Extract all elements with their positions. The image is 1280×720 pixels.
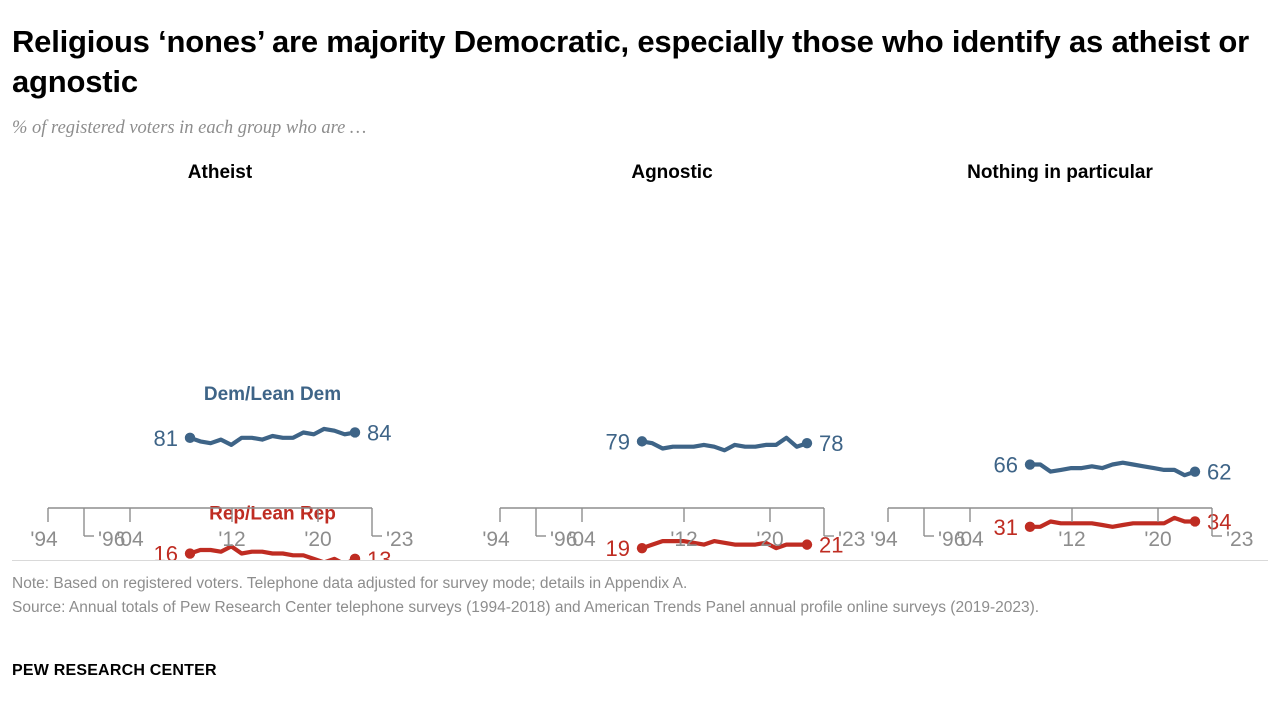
axis-tick-label: '12 [218, 528, 245, 551]
series-end-dot [801, 437, 813, 449]
legend-label-rep: Rep/Lean Rep [209, 504, 336, 525]
axis-tick-label: '96 [938, 528, 965, 551]
series-end-value: 78 [819, 431, 843, 456]
series-end-dot [349, 427, 361, 438]
axis-tick-label: '23 [838, 528, 865, 551]
series-start-dot [1024, 521, 1036, 533]
series-line [639, 539, 810, 551]
chart-panels: Atheist 81 84 Dem/Lean Dem 16 13 Rep/Lean Rep '… [0, 150, 1280, 560]
series-end-value: 13 [367, 547, 391, 560]
series-start-dot [636, 436, 648, 447]
series-end-value: 62 [1207, 460, 1231, 485]
page-title: Religious ‘nones’ are majority Democrati… [12, 24, 1249, 99]
axis-tick-label: '94 [30, 528, 58, 551]
axis-tick-label: '23 [386, 528, 413, 551]
series-end-dot [801, 539, 813, 550]
axis-tick-label: '04 [116, 528, 144, 551]
series-end-value: 84 [367, 420, 391, 445]
panel-plot: 66 62 31 34 '94 '96'04 '12 '20 '23 [870, 453, 1253, 551]
series-line [187, 544, 358, 560]
series-start-value: 31 [994, 515, 1018, 540]
series-start-dot [1024, 459, 1036, 470]
panel-title: Agnostic [631, 162, 713, 183]
series-end-dot [1189, 466, 1201, 477]
axis-tick-label: '12 [670, 528, 697, 551]
panel-title: Atheist [187, 162, 253, 183]
axis-tick-label: '96 [550, 528, 577, 551]
series-end-dot [1189, 516, 1201, 527]
page-subtitle: % of registered voters in each group who… [12, 118, 367, 138]
series-start-value: 81 [154, 426, 178, 451]
series-line [187, 426, 358, 447]
chart-panel: Atheist 81 84 Dem/Lean Dem 16 13 Rep/Lean Rep '… [0, 150, 440, 560]
legend-label-dem: Dem/Lean Dem [204, 384, 341, 405]
panel-title: Nothing in particular [967, 162, 1153, 183]
series-end-value: 34 [1207, 509, 1231, 534]
axis-tick-label: '20 [1144, 528, 1171, 551]
axis-tick-label: '20 [756, 528, 783, 551]
axis-tick-label: '23 [1226, 528, 1253, 551]
series-start-value: 66 [994, 453, 1018, 478]
series-start-value: 79 [606, 429, 630, 454]
series-end-dot [349, 553, 361, 560]
series-line [1027, 515, 1198, 529]
panel-plot: 81 84 Dem/Lean Dem 16 13 Rep/Lean Rep '94 '96'0… [30, 384, 413, 560]
footer-note: Note: Based on registered voters. Teleph… [12, 575, 688, 592]
organization-name: PEW RESEARCH CENTER [12, 662, 217, 679]
axis-tick-label: '94 [482, 528, 510, 551]
panel-plot: 79 78 19 21 '94 '96'04 '12 '20 '23 [482, 429, 865, 560]
series-line [1027, 460, 1198, 478]
series-start-dot [636, 542, 648, 554]
axis-tick-label: '96 [98, 528, 125, 551]
series-start-dot [184, 432, 196, 444]
axis-tick-label: '04 [956, 528, 984, 551]
series-start-value: 16 [154, 542, 178, 560]
series-line [639, 435, 810, 453]
chart-panel: Agnostic 79 78 19 21 '94 '96'04 '12 '20 '23 [452, 150, 892, 560]
footer-divider [12, 560, 1268, 561]
axis-tick-label: '04 [568, 528, 596, 551]
series-end-value: 21 [819, 533, 843, 558]
chart-panel: Nothing in particular 66 62 31 34 '94 '96'04 '1… [840, 150, 1280, 560]
axis-tick-label: '94 [870, 528, 898, 551]
series-start-dot [184, 548, 196, 559]
axis-tick-label: '12 [1058, 528, 1085, 551]
series-start-value: 19 [606, 536, 630, 560]
axis-tick-label: '20 [304, 528, 331, 551]
footer-source: Source: Annual totals of Pew Research Ce… [12, 599, 1040, 616]
